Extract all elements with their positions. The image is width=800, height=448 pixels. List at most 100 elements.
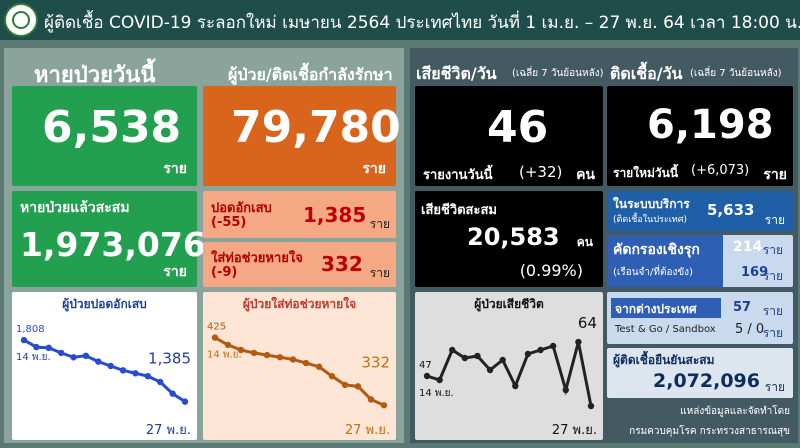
- data-point: [486, 366, 494, 374]
- chart-title: ผู้ป่วยปอดอักเสบ: [62, 297, 147, 312]
- recovered-today-heading: หายป่วยวันนี้: [34, 63, 156, 88]
- page-title: ผู้ติดเชื้อ COVID-19 ระลอกใหม่ เมษายน 25…: [44, 13, 800, 33]
- data-point: [524, 350, 532, 358]
- sandbox-unit: ราย: [762, 326, 783, 340]
- recovered-cumulative-value: 1,973,076: [20, 225, 206, 264]
- data-point: [33, 343, 40, 351]
- first-value-label: 47: [419, 360, 432, 371]
- data-point: [537, 346, 544, 354]
- deaths-cumulative-label: เสียชีวิตสะสม: [421, 203, 497, 218]
- recovered-today-value: 6,538: [42, 102, 182, 153]
- data-point: [144, 372, 152, 380]
- data-point: [132, 370, 139, 377]
- ventilator-chart: ผู้ป่วยใส่ท่อช่วยหายใจ 425 332 14 พ.ย. 27 พ.…: [207, 296, 390, 438]
- data-point: [562, 386, 569, 394]
- data-point: [587, 402, 595, 410]
- data-point: [119, 367, 127, 374]
- screening-label: คัดกรองเชิงรุก: [613, 242, 700, 258]
- data-point: [354, 383, 362, 390]
- start-date-label: 14 พ.ย.: [207, 350, 242, 361]
- in-service-label: ในระบบบริการ: [613, 197, 690, 211]
- data-point: [449, 346, 456, 354]
- abroad-unit: ราย: [762, 304, 783, 318]
- pneumonia-value: 1,385: [303, 203, 367, 227]
- data-point: [289, 356, 297, 363]
- data-point: [328, 372, 336, 380]
- start-date-label: 14 พ.ย.: [419, 388, 454, 399]
- ministry-logo-icon: [4, 3, 38, 37]
- recovered-cumulative-card: หายป่วยแล้วสะสม 1,973,076 ราย: [12, 191, 206, 287]
- confirmed-unit: ราย: [764, 380, 785, 394]
- data-point: [436, 376, 443, 384]
- data-point: [157, 378, 164, 386]
- data-point: [95, 358, 102, 365]
- data-point: [499, 356, 506, 364]
- ventilator-unit: ราย: [369, 266, 390, 280]
- confirmed-value: 2,072,096: [653, 370, 760, 392]
- deaths-cumulative-card: เสียชีวิตสะสม 20,583 คน (0.99%): [415, 191, 603, 287]
- recovered-cumulative-unit: ราย: [163, 264, 187, 280]
- data-point: [45, 344, 52, 352]
- pneumonia-chart-card: ผู้ป่วยปอดอักเสบ 1,808 1,385 14 พ.ย. 27 พ.ย.: [12, 292, 197, 440]
- recovered-cumulative-label: หายป่วยแล้วสะสม: [20, 200, 130, 216]
- data-point: [20, 336, 28, 344]
- ventilator-value: 332: [321, 252, 363, 276]
- active-cases-card: 79,780 ราย: [203, 86, 401, 186]
- data-point: [341, 381, 349, 389]
- pneumonia-label: ปอดอักเสบ: [211, 201, 272, 216]
- pneumonia-change: (-55): [211, 215, 247, 230]
- end-date-label: 27 พ.ย.: [552, 423, 597, 438]
- ventilator-card: ใส่ท่อช่วยหายใจ (-9) 332 ราย: [203, 242, 396, 287]
- in-service-note: (ติดเชื้อในประเทศ): [613, 215, 687, 225]
- in-service-value: 5,633: [707, 201, 755, 219]
- source-line-2: กรมควบคุมโรค กระทรวงสาธารณสุข: [629, 426, 790, 437]
- header-bar: ผู้ติดเชื้อ COVID-19 ระลอกใหม่ เมษายน 25…: [0, 0, 800, 40]
- in-service-card: ในระบบบริการ (ติดเชื้อในประเทศ) 5,633 รา…: [607, 191, 793, 231]
- infections-new-unit: ราย: [763, 167, 787, 183]
- active-cases-value: 79,780: [231, 102, 401, 153]
- deaths-avg-value: 46: [487, 102, 549, 153]
- deaths-avg-card: 46 รายงานวันนี้ (+32) คน: [415, 86, 603, 186]
- last-value-label: 64: [578, 314, 597, 332]
- data-point: [512, 382, 519, 390]
- data-point: [302, 359, 310, 367]
- pneumonia-unit: ราย: [369, 217, 390, 231]
- deaths-cumulative-value: 20,583: [467, 223, 560, 251]
- data-point: [224, 341, 232, 349]
- pneumonia-chart: ผู้ป่วยปอดอักเสบ 1,808 1,385 14 พ.ย. 27 พ.ย.: [16, 297, 191, 438]
- infections-new-change: (+6,073): [691, 163, 750, 178]
- data-point: [276, 354, 284, 361]
- sandbox-label: Test & Go / Sandbox: [615, 324, 716, 335]
- first-value-label: 1,808: [16, 324, 45, 335]
- pneumonia-card: ปอดอักเสบ (-55) 1,385 ราย: [203, 191, 396, 238]
- screening-card: คัดกรองเชิงรุก (เรือนจำ/ที่ต้องขัง) 214 …: [607, 235, 793, 287]
- last-value-label: 332: [361, 353, 390, 371]
- screening-unit: ราย: [762, 243, 783, 257]
- last-value-label: 1,385: [148, 350, 191, 368]
- infections-new-label: รายใหม่วันนี้: [613, 166, 679, 180]
- confirmed-card: ผู้ติดเชื้อยืนยันสะสม 2,072,096 ราย: [607, 348, 793, 398]
- data-point: [263, 351, 271, 359]
- data-point: [107, 362, 114, 370]
- deaths-cumulative-pct: (0.99%): [519, 261, 583, 280]
- data-point: [549, 342, 557, 350]
- data-point: [237, 346, 245, 354]
- data-point: [181, 398, 189, 405]
- ventilator-chart-card: ผู้ป่วยใส่ท่อช่วยหายใจ 425 332 14 พ.ย. 27 พ.…: [203, 292, 396, 440]
- data-point: [380, 402, 388, 409]
- chart-title: ผู้ป่วยใส่ท่อช่วยหายใจ: [243, 296, 356, 312]
- deaths-chart: ผู้ป่วยเสียชีวิต 47 64 14 พ.ย. 27 พ.ย.: [419, 297, 597, 438]
- screening-value: 214: [733, 239, 763, 255]
- data-point: [474, 352, 481, 360]
- deaths-today-unit: คน: [576, 167, 595, 183]
- deaths-today-change: (+32): [519, 163, 563, 181]
- infections-avg-value: 6,198: [647, 102, 774, 148]
- data-point: [315, 363, 323, 370]
- end-date-label: 27 พ.ย.: [146, 423, 191, 438]
- data-point: [70, 354, 77, 361]
- first-value-label: 425: [207, 322, 226, 333]
- active-heading: ผู้ป่วย/ติดเชื้อกำลังรักษา: [228, 65, 393, 84]
- in-service-unit: ราย: [764, 213, 785, 227]
- chart-title: ผู้ป่วยเสียชีวิต: [474, 297, 544, 312]
- active-cases-unit: ราย: [362, 161, 386, 177]
